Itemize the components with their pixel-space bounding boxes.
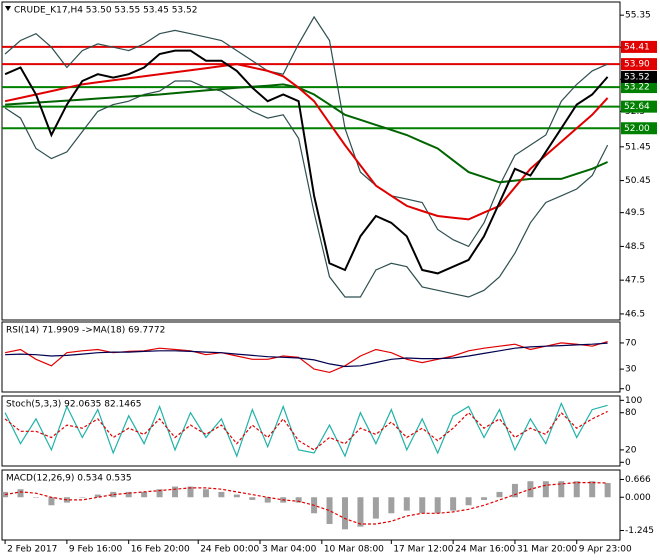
- last-price-label: 53.52: [624, 72, 650, 82]
- y-tick-label: 0.000: [625, 493, 651, 503]
- histogram-bar: [218, 491, 225, 498]
- histogram-bar: [357, 497, 364, 527]
- series-line: [4, 63, 609, 221]
- series-line: [4, 341, 608, 374]
- series-line: [4, 401, 608, 458]
- y-tick-label: 48.5: [625, 242, 645, 252]
- histogram-bar: [32, 497, 39, 498]
- level-label: 52.64: [624, 102, 650, 112]
- panel-title: MACD(12,26,9) 0.534 0.535: [6, 474, 132, 484]
- histogram-bar: [450, 497, 457, 511]
- x-tick-label: 17 Mar 12:00: [393, 545, 453, 555]
- histogram-bar: [125, 491, 132, 498]
- histogram-bar: [589, 481, 596, 498]
- histogram-bar: [573, 481, 580, 498]
- y-tick-label: -1.245: [625, 526, 654, 536]
- histogram-bar: [249, 497, 256, 500]
- histogram-bar: [419, 497, 426, 514]
- histogram-bar: [2, 491, 9, 498]
- y-tick-label: 49.5: [625, 208, 645, 218]
- histogram-bar: [434, 497, 441, 514]
- series-line: [4, 410, 608, 451]
- y-tick-label: 20: [625, 445, 637, 455]
- histogram-bar: [156, 489, 163, 498]
- y-tick-label: 70: [625, 338, 637, 348]
- y-tick-label: 50.45: [625, 176, 651, 186]
- histogram-bar: [558, 481, 565, 498]
- x-tick-label: 3 Mar 04:00: [262, 545, 317, 555]
- series-line: [5, 83, 609, 184]
- level-label-box: [621, 81, 657, 94]
- y-tick-label: 55.35: [625, 11, 651, 21]
- x-tick-label: 24 Mar 16:00: [455, 545, 515, 555]
- histogram-bar: [372, 497, 379, 519]
- y-tick-label: 80: [625, 408, 637, 418]
- series-line: [4, 482, 608, 525]
- x-tick-label: 31 Mar 20:00: [517, 545, 577, 555]
- histogram-bar: [79, 497, 86, 498]
- level-label-box: [621, 122, 657, 135]
- y-tick-label: 0.666: [625, 475, 651, 485]
- panel-title: CRUDE_K17,H4 53.50 53.55 53.45 53.52: [14, 6, 197, 16]
- y-tick-label: 51.45: [625, 142, 651, 152]
- histogram-bar: [403, 497, 410, 511]
- series-line: [4, 49, 609, 275]
- x-tick-label: 16 Feb 20:00: [131, 545, 190, 555]
- x-tick-label: 9 Apr 23:00: [579, 545, 632, 555]
- level-label-box: [621, 58, 657, 71]
- panel-title: RSI(14) 71.9909 ->MA(18) 69.7772: [6, 326, 165, 336]
- histogram-bar: [17, 489, 24, 498]
- histogram-bar: [264, 497, 271, 503]
- histogram-bar: [202, 489, 209, 498]
- histogram-bar: [465, 497, 472, 506]
- y-tick-label: 47.5: [625, 276, 645, 286]
- y-tick-label: 100: [625, 396, 642, 406]
- histogram-bar: [341, 497, 348, 530]
- histogram-bar: [295, 497, 302, 503]
- panel-title: Stoch(5,3,3) 92.0635 82.1465: [6, 400, 141, 410]
- series-line: [4, 80, 609, 298]
- histogram-bar: [233, 494, 240, 498]
- level-label: 53.22: [624, 83, 650, 93]
- level-label-box: [621, 100, 657, 113]
- histogram-bar: [94, 494, 101, 498]
- histogram-bar: [110, 491, 117, 498]
- histogram-bar: [326, 497, 333, 524]
- x-tick-label: 10 Mar 08:00: [324, 545, 384, 555]
- title-icon: [5, 6, 11, 11]
- histogram-bar: [48, 497, 55, 506]
- level-label: 53.90: [624, 60, 650, 70]
- histogram-bar: [496, 491, 503, 498]
- series-line: [4, 15, 608, 248]
- histogram-bar: [511, 483, 518, 498]
- histogram-bar: [481, 497, 488, 500]
- level-label-box: [621, 40, 657, 53]
- y-tick-label: 30: [625, 365, 637, 375]
- series-line: [5, 342, 608, 368]
- level-label: 52.00: [624, 124, 650, 134]
- y-tick-label: 0: [625, 384, 631, 394]
- x-tick-label: 2 Feb 2017: [7, 545, 57, 555]
- histogram-bar: [172, 486, 179, 498]
- last-price-box: [621, 70, 657, 83]
- y-tick-label: 0: [625, 458, 631, 468]
- y-tick-label: 46.5: [625, 309, 645, 319]
- histogram-bar: [604, 482, 611, 498]
- histogram-bar: [187, 486, 194, 498]
- level-label: 54.41: [624, 42, 650, 52]
- x-tick-label: 9 Feb 16:00: [69, 545, 123, 555]
- x-tick-label: 24 Feb 00:00: [200, 545, 259, 555]
- histogram-bar: [388, 497, 395, 514]
- histogram-bar: [141, 491, 148, 498]
- histogram-bar: [542, 481, 549, 498]
